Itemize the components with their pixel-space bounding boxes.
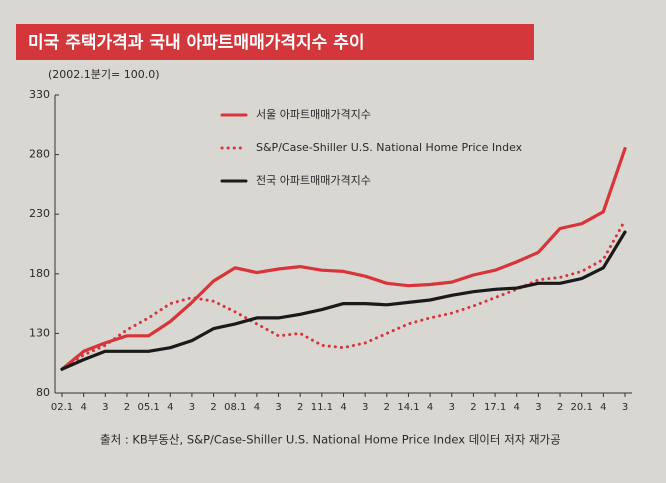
x-tick-label: 2 [297, 402, 303, 413]
x-tick-label: 3 [102, 402, 108, 413]
x-tick-label: 11.1 [311, 402, 333, 413]
y-tick-label: 180 [29, 267, 50, 280]
x-tick-label: 3 [449, 402, 455, 413]
x-tick-label: 3 [275, 402, 281, 413]
legend-label: S&P/Case-Shiller U.S. National Home Pric… [256, 141, 523, 154]
x-tick-label: 05.1 [137, 402, 159, 413]
legend-label: 서울 아파트매매가격지수 [256, 108, 371, 121]
x-tick-label: 2 [384, 402, 390, 413]
series-line [60, 218, 627, 371]
x-tick-label: 2 [210, 402, 216, 413]
x-tick-label: 3 [622, 402, 628, 413]
x-tick-label: 3 [362, 402, 368, 413]
x-tick-label: 4 [167, 402, 173, 413]
x-tick-label: 17.1 [484, 402, 506, 413]
x-tick-label: 4 [514, 402, 520, 413]
y-axis-label: (2002.1분기= 100.0) [48, 68, 160, 81]
title-banner [16, 24, 534, 60]
x-tick-label: 4 [427, 402, 433, 413]
x-tick-label: 20.1 [571, 402, 593, 413]
x-tick-label: 4 [254, 402, 260, 413]
x-tick-label: 2 [124, 402, 130, 413]
x-tick-label: 08.1 [224, 402, 246, 413]
x-tick-label: 02.1 [51, 402, 73, 413]
x-tick-label: 2 [557, 402, 563, 413]
x-tick-label: 4 [80, 402, 86, 413]
x-tick-label: 3 [189, 402, 195, 413]
x-tick-label: 2 [470, 402, 476, 413]
series-line [60, 230, 627, 371]
source-note: 출처 : KB부동산, S&P/Case-Shiller U.S. Nation… [100, 433, 561, 447]
x-tick-label: 14.1 [397, 402, 419, 413]
x-tick-label: 4 [600, 402, 606, 413]
y-tick-label: 280 [29, 148, 50, 161]
y-tick-label: 80 [36, 386, 50, 399]
series-line [60, 147, 627, 371]
y-tick-label: 230 [29, 207, 50, 220]
chart-title: 미국 주택가격과 국내 아파트매매가격지수 추이 [28, 33, 364, 53]
x-tick-label: 4 [340, 402, 346, 413]
y-tick-label: 330 [29, 88, 50, 101]
legend-label: 전국 아파트매매가격지수 [256, 174, 371, 187]
x-tick-label: 3 [535, 402, 541, 413]
y-tick-label: 130 [29, 326, 50, 339]
